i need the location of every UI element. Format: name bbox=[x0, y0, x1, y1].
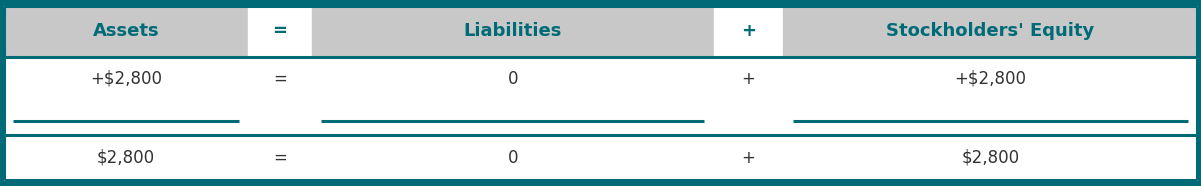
Bar bbox=[249, 6, 311, 57]
Text: $2,800: $2,800 bbox=[961, 149, 1020, 167]
Text: 0: 0 bbox=[508, 149, 518, 167]
Text: 0: 0 bbox=[508, 70, 518, 88]
Text: $2,800: $2,800 bbox=[97, 149, 155, 167]
Bar bbox=[713, 6, 783, 57]
Text: +: + bbox=[741, 149, 755, 167]
Bar bbox=[4, 57, 1197, 180]
Text: =: = bbox=[273, 22, 287, 40]
Text: +$2,800: +$2,800 bbox=[955, 70, 1027, 88]
Text: +: + bbox=[741, 70, 755, 88]
Text: Liabilities: Liabilities bbox=[464, 22, 562, 40]
Text: +: + bbox=[741, 22, 757, 40]
Text: Stockholders' Equity: Stockholders' Equity bbox=[886, 22, 1094, 40]
Text: =: = bbox=[273, 149, 287, 167]
Text: +$2,800: +$2,800 bbox=[90, 70, 162, 88]
Bar bbox=[311, 6, 713, 57]
Bar bbox=[783, 6, 1197, 57]
Text: Assets: Assets bbox=[92, 22, 160, 40]
Text: =: = bbox=[273, 70, 287, 88]
Bar bbox=[4, 6, 249, 57]
